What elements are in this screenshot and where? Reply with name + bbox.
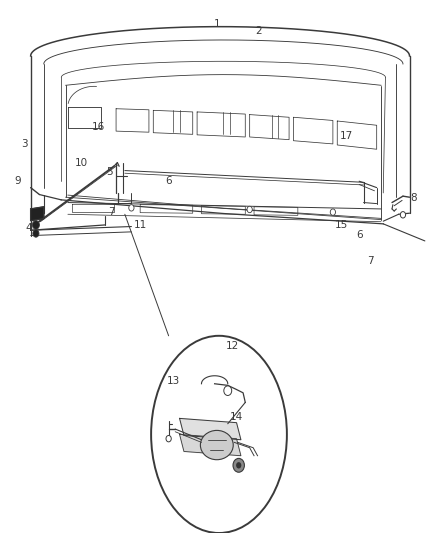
Text: 13: 13 xyxy=(166,376,180,386)
Ellipse shape xyxy=(151,336,287,533)
Text: 11: 11 xyxy=(134,220,147,230)
Circle shape xyxy=(224,386,232,395)
Polygon shape xyxy=(180,418,241,440)
Circle shape xyxy=(330,209,336,215)
Circle shape xyxy=(400,212,406,218)
Text: 10: 10 xyxy=(74,158,88,167)
Text: 5: 5 xyxy=(106,167,113,176)
Circle shape xyxy=(33,230,39,237)
Text: 15: 15 xyxy=(335,220,348,230)
Text: 14: 14 xyxy=(230,412,243,422)
Text: 4: 4 xyxy=(25,223,32,233)
Text: 17: 17 xyxy=(339,131,353,141)
Circle shape xyxy=(236,462,241,469)
Text: 12: 12 xyxy=(226,342,239,351)
Circle shape xyxy=(32,221,39,229)
Text: 7: 7 xyxy=(108,207,115,216)
Text: 2: 2 xyxy=(255,26,262,36)
Circle shape xyxy=(233,458,244,472)
Circle shape xyxy=(129,205,134,211)
Circle shape xyxy=(166,435,171,442)
Text: 7: 7 xyxy=(367,256,374,266)
Polygon shape xyxy=(31,207,44,221)
Text: 1: 1 xyxy=(213,19,220,29)
Text: 6: 6 xyxy=(356,230,363,239)
Text: 3: 3 xyxy=(21,139,28,149)
Text: 6: 6 xyxy=(165,176,172,186)
Circle shape xyxy=(247,206,252,213)
Text: 9: 9 xyxy=(14,176,21,186)
Text: 16: 16 xyxy=(92,122,105,132)
Text: 8: 8 xyxy=(410,193,417,203)
Ellipse shape xyxy=(200,431,233,459)
Polygon shape xyxy=(180,434,241,456)
